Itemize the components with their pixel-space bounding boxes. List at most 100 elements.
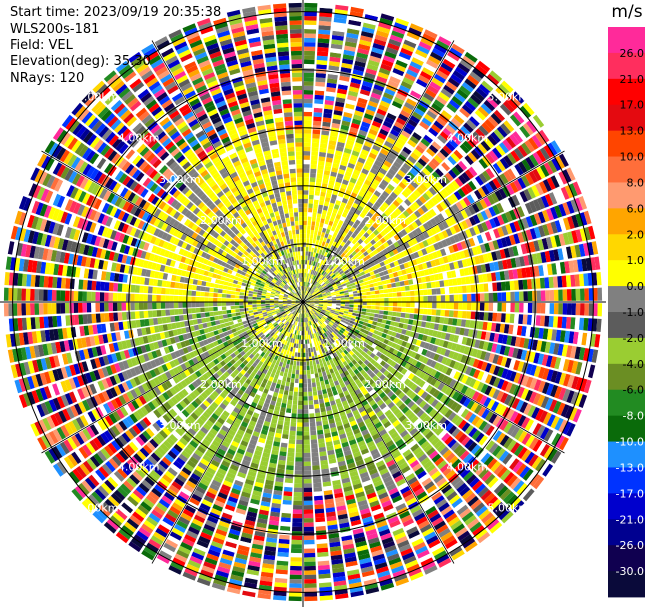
velocity-gate [343, 323, 349, 328]
velocity-gate [470, 402, 479, 412]
velocity-gate [337, 285, 343, 289]
velocity-gate [549, 303, 555, 315]
velocity-gate [313, 364, 317, 370]
velocity-gate [535, 315, 541, 326]
velocity-gate [461, 157, 471, 168]
velocity-gate [444, 287, 450, 294]
velocity-gate [379, 306, 385, 311]
velocity-gate [509, 94, 522, 107]
velocity-gate [307, 293, 312, 297]
velocity-gate [358, 129, 368, 137]
velocity-gate [384, 140, 394, 149]
velocity-gate [279, 534, 290, 540]
velocity-gate [309, 297, 314, 300]
velocity-gate [303, 391, 308, 397]
velocity-gate [343, 355, 349, 361]
velocity-gate [372, 222, 379, 229]
velocity-gate [505, 211, 513, 222]
velocity-gate [359, 172, 367, 179]
velocity-gate [475, 87, 488, 99]
velocity-gate [477, 449, 488, 461]
velocity-gate [536, 290, 542, 301]
velocity-gate [361, 208, 369, 215]
velocity-gate [317, 560, 330, 566]
velocity-gate [460, 408, 470, 419]
velocity-gate [417, 283, 423, 290]
velocity-gate [332, 114, 342, 120]
velocity-gate [370, 365, 377, 372]
velocity-gate [347, 274, 352, 279]
velocity-gate [405, 307, 411, 313]
velocity-gate [396, 312, 402, 317]
velocity-gate [305, 281, 308, 287]
velocity-gate [558, 233, 566, 246]
velocity-gate [407, 357, 414, 364]
velocity-gate [468, 413, 477, 424]
velocity-gate [318, 320, 323, 325]
velocity-gate [381, 265, 387, 271]
velocity-gate [331, 281, 336, 286]
velocity-gate [340, 306, 345, 309]
velocity-gate [464, 411, 473, 421]
velocity-gate [345, 103, 355, 110]
velocity-gate [319, 313, 324, 317]
velocity-gate [524, 451, 535, 464]
velocity-gate [350, 226, 356, 233]
velocity-gate [335, 4, 349, 11]
velocity-gate [290, 548, 302, 554]
velocity-gate [385, 320, 391, 325]
velocity-gate [457, 464, 468, 475]
velocity-gate [512, 245, 519, 257]
velocity-gate [311, 452, 319, 458]
velocity-gate [342, 222, 348, 228]
velocity-gate [335, 309, 340, 312]
velocity-gate [323, 205, 329, 211]
velocity-gate [349, 329, 355, 335]
velocity-gate [378, 314, 384, 319]
velocity-gate [360, 187, 368, 194]
velocity-gate [318, 274, 323, 279]
velocity-gate [407, 372, 415, 380]
velocity-gate [500, 281, 506, 291]
velocity-gate [303, 216, 308, 221]
velocity-gate [323, 285, 328, 289]
velocity-gate [422, 415, 431, 424]
velocity-gate [360, 328, 366, 333]
velocity-gate [459, 486, 471, 497]
velocity-gate [307, 374, 311, 379]
velocity-gate [438, 257, 445, 265]
velocity-gate [540, 396, 550, 409]
velocity-gate [444, 185, 453, 195]
velocity-gate [362, 372, 369, 379]
velocity-gate [567, 359, 574, 373]
velocity-gate [470, 499, 482, 510]
velocity-gate [467, 74, 480, 86]
velocity-gate [345, 302, 350, 305]
velocity-gate [382, 220, 389, 227]
velocity-gate [456, 88, 469, 100]
velocity-gate [449, 379, 457, 388]
velocity-gate [392, 248, 399, 255]
velocity-gate [375, 30, 389, 38]
velocity-gate [532, 439, 543, 452]
velocity-gate [310, 310, 314, 315]
velocity-gate [398, 251, 405, 258]
velocity-gate [419, 256, 426, 263]
velocity-gate [393, 188, 401, 196]
velocity-gate [562, 169, 572, 183]
velocity-gate [283, 372, 288, 378]
velocity-gate [380, 148, 389, 156]
velocity-gate [450, 476, 462, 487]
velocity-gate [366, 291, 371, 295]
velocity-gate [416, 45, 430, 55]
velocity-gate [462, 302, 468, 310]
velocity-gate [335, 272, 341, 278]
velocity-gate [305, 286, 308, 291]
velocity-gate [506, 258, 513, 269]
velocity-gate [303, 461, 311, 467]
velocity-gate [453, 224, 461, 233]
velocity-gate [561, 275, 567, 288]
velocity-gate [284, 368, 289, 373]
velocity-gate [293, 487, 303, 493]
velocity-gate [289, 386, 294, 392]
